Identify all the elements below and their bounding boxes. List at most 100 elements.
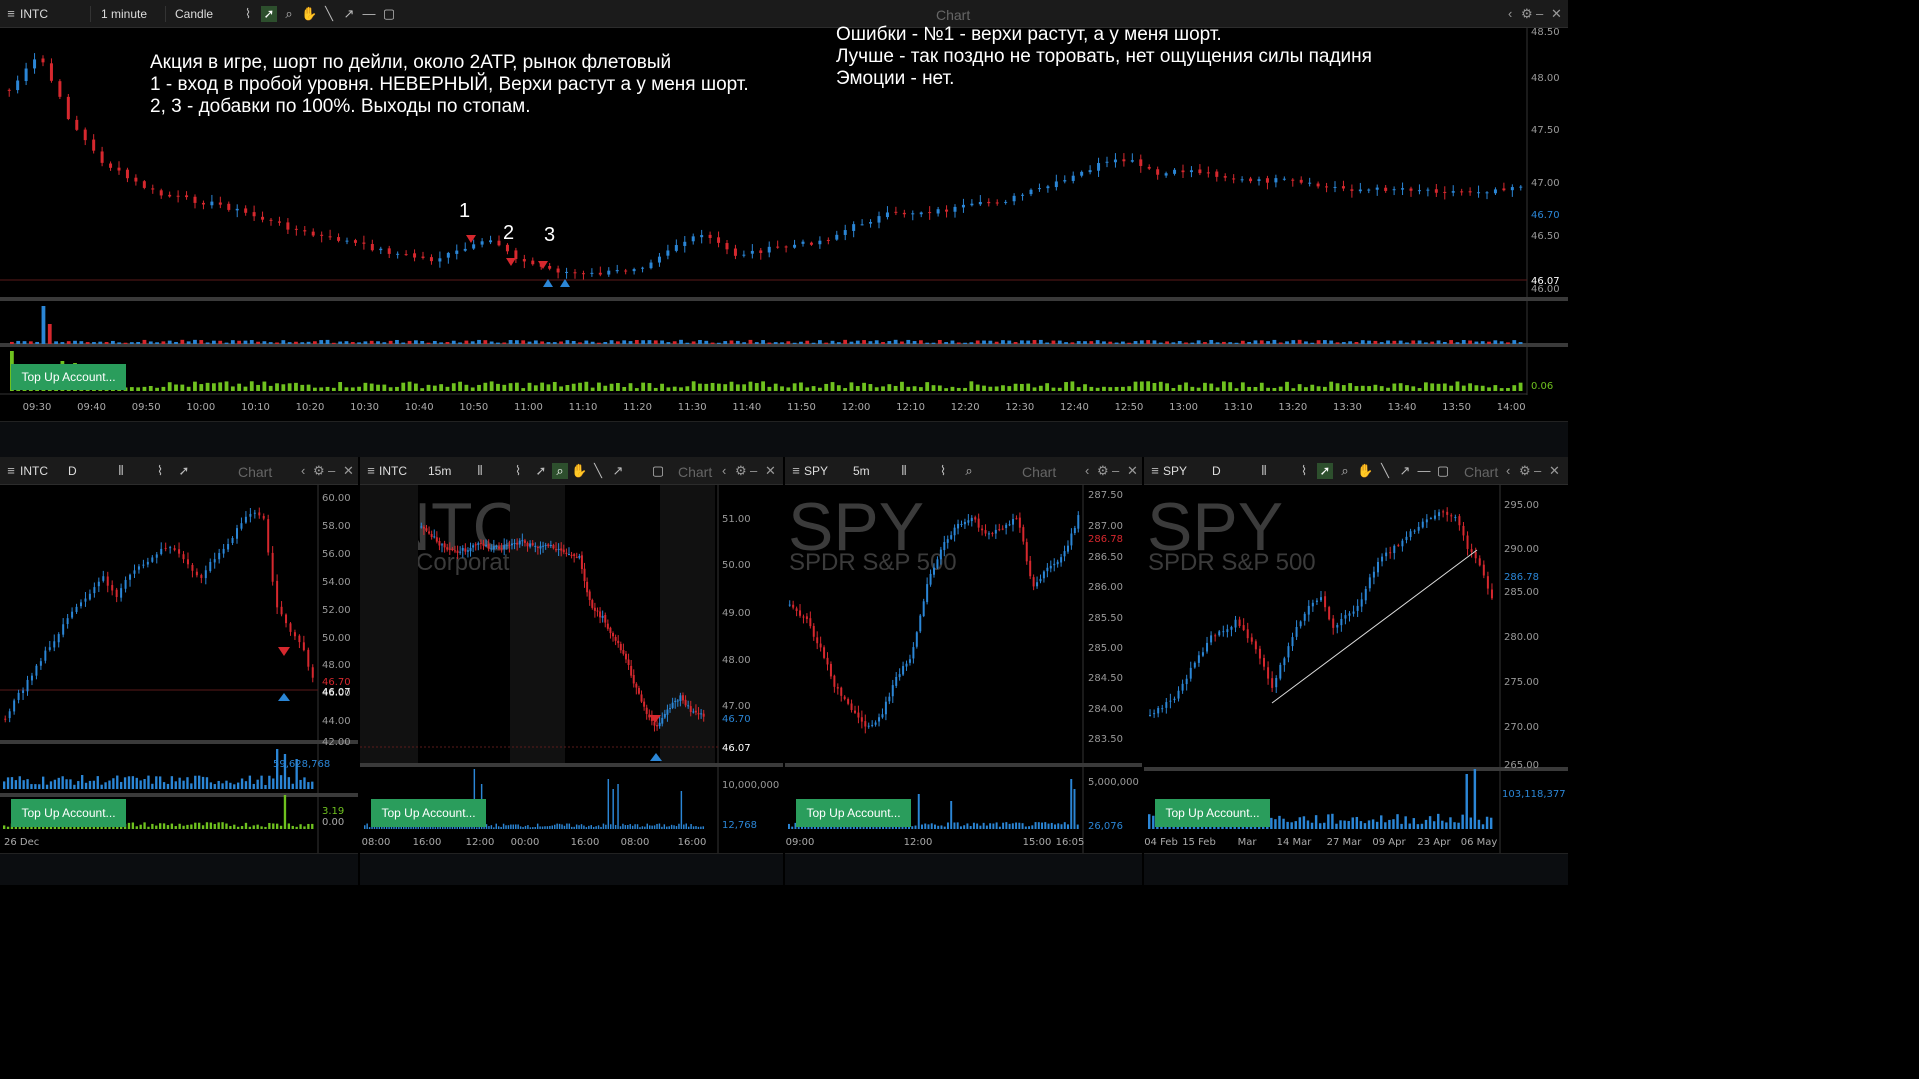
link-icon[interactable]: ≡ [7, 463, 15, 478]
timeframe-select[interactable]: D [1212, 464, 1221, 478]
candle [146, 561, 149, 565]
volume-bar [476, 827, 478, 829]
zoom-icon[interactable]: ⌕ [552, 463, 568, 479]
candle [49, 63, 53, 81]
hline-icon[interactable]: — [362, 6, 376, 21]
minimize-icon[interactable]: – [328, 463, 336, 478]
timeframe-select[interactable]: D [68, 464, 77, 478]
indicator-icon[interactable]: ⌇ [156, 463, 164, 478]
gear-icon[interactable]: ⚙ [1519, 463, 1531, 478]
link-icon[interactable]: ≡ [792, 463, 800, 478]
gear-icon[interactable]: ⚙ [735, 463, 747, 478]
arrow-icon[interactable]: ↗ [343, 6, 355, 21]
zoom-icon[interactable]: ⌕ [1341, 463, 1349, 478]
timeframe-select[interactable]: 1 minute [101, 7, 148, 21]
hand-icon[interactable]: ✋ [1357, 463, 1374, 478]
chevron-left-icon[interactable]: ‹ [1508, 6, 1513, 21]
candle-icon[interactable]: ⫴ [1261, 463, 1267, 478]
volume-bar [1121, 386, 1125, 391]
arrow-icon[interactable]: ↗ [1399, 463, 1411, 478]
indicator-bar [881, 342, 885, 344]
gear-icon[interactable]: ⚙ [313, 463, 325, 478]
chart-type-select[interactable]: Candle [175, 7, 214, 21]
volume-bar [517, 824, 519, 829]
rect-icon[interactable]: ▢ [1436, 463, 1450, 478]
timeframe-select[interactable]: 15m [428, 464, 452, 478]
link-icon[interactable]: ≡ [1151, 463, 1159, 478]
cursor-icon[interactable]: ➚ [261, 6, 277, 22]
top-up-button[interactable]: Top Up Account... [796, 799, 911, 827]
timeframe-select[interactable]: 5m [853, 464, 870, 478]
volume-bar [445, 386, 450, 391]
navigator-bar[interactable] [360, 853, 783, 885]
candle [303, 230, 307, 232]
gear-icon[interactable]: ⚙ [1521, 6, 1533, 21]
indicator-icon[interactable]: ⌇ [939, 463, 947, 478]
p4-chart-canvas[interactable]: 295.00290.00285.00280.00275.00270.00265.… [1144, 457, 1568, 1079]
indicator-bar [60, 342, 65, 344]
candle [231, 538, 234, 543]
chevron-left-icon[interactable]: ‹ [301, 463, 306, 478]
top-up-button[interactable]: Top Up Account... [11, 799, 126, 827]
candle-icon[interactable]: ⫴ [477, 463, 483, 478]
minimize-icon[interactable]: – [750, 463, 758, 478]
zoom-icon[interactable]: ⌕ [285, 6, 293, 21]
candle [178, 549, 181, 554]
symbol-input[interactable]: SPY [804, 464, 829, 478]
indicator-bar [1070, 342, 1075, 344]
rect-icon[interactable]: ▢ [382, 6, 396, 21]
gear-icon[interactable]: ⚙ [1097, 463, 1109, 478]
p3-chart-canvas[interactable]: 287.50287.00286.50286.00285.50285.00284.… [785, 457, 1142, 1079]
rect-icon[interactable]: ▢ [651, 463, 665, 478]
hline-icon[interactable]: — [1417, 463, 1431, 478]
symbol-input[interactable]: SPY [1163, 464, 1188, 478]
top-up-button[interactable]: Top Up Account... [11, 364, 126, 390]
minimize-icon[interactable]: – [1112, 463, 1120, 478]
symbol-input[interactable]: INTC [20, 7, 48, 21]
navigator-bar[interactable] [785, 853, 1142, 885]
line-icon[interactable]: ╲ [325, 6, 333, 21]
chevron-left-icon[interactable]: ‹ [1085, 463, 1090, 478]
close-icon[interactable]: ✕ [343, 463, 354, 478]
navigator-bar[interactable] [1144, 853, 1568, 885]
indicator-icon[interactable]: ⌇ [514, 463, 522, 478]
cursor-icon[interactable]: ➚ [178, 463, 190, 478]
volume-bar [1031, 825, 1034, 829]
minimize-icon[interactable]: – [1534, 463, 1542, 478]
line-icon[interactable]: ╲ [594, 463, 602, 478]
indicator-icon[interactable]: ⌇ [244, 6, 252, 21]
candle [575, 556, 578, 558]
candle [1177, 690, 1180, 699]
chevron-left-icon[interactable]: ‹ [1506, 463, 1511, 478]
top-up-button[interactable]: Top Up Account... [1155, 799, 1270, 827]
volume-bar [1253, 387, 1258, 391]
p1-chart-canvas[interactable]: 60.0058.0056.0054.0052.0050.0048.0046.00… [0, 457, 358, 1079]
p2-chart-canvas[interactable]: 51.0050.0049.0048.0047.0046.7046.0710,00… [360, 457, 783, 1079]
indicator-icon[interactable]: ⌇ [1300, 463, 1308, 478]
volume-bar [1310, 384, 1315, 391]
symbol-input[interactable]: INTC [20, 464, 48, 478]
link-icon[interactable]: ≡ [7, 6, 15, 21]
line-icon[interactable]: ╲ [1381, 463, 1389, 478]
link-icon[interactable]: ≡ [367, 463, 375, 478]
close-icon[interactable]: ✕ [1549, 463, 1560, 478]
navigator-bar[interactable] [0, 421, 1568, 457]
hand-icon[interactable]: ✋ [301, 6, 318, 21]
volume-bar [1171, 388, 1176, 391]
hand-icon[interactable]: ✋ [571, 463, 588, 478]
close-icon[interactable]: ✕ [1127, 463, 1138, 478]
close-icon[interactable]: ✕ [765, 463, 776, 478]
candle [632, 269, 636, 272]
chevron-left-icon[interactable]: ‹ [722, 463, 727, 478]
candle-icon[interactable]: ⫴ [118, 463, 124, 478]
arrow-icon[interactable]: ↗ [612, 463, 624, 478]
top-up-button[interactable]: Top Up Account... [371, 799, 486, 827]
navigator-bar[interactable] [0, 853, 358, 885]
minimize-icon[interactable]: – [1536, 6, 1544, 21]
candle-icon[interactable]: ⫴ [901, 463, 907, 478]
cursor-icon[interactable]: ➚ [535, 463, 547, 478]
symbol-input[interactable]: INTC [379, 464, 407, 478]
close-icon[interactable]: ✕ [1551, 6, 1562, 21]
cursor-icon[interactable]: ➚ [1317, 463, 1333, 479]
zoom-icon[interactable]: ⌕ [965, 463, 973, 478]
